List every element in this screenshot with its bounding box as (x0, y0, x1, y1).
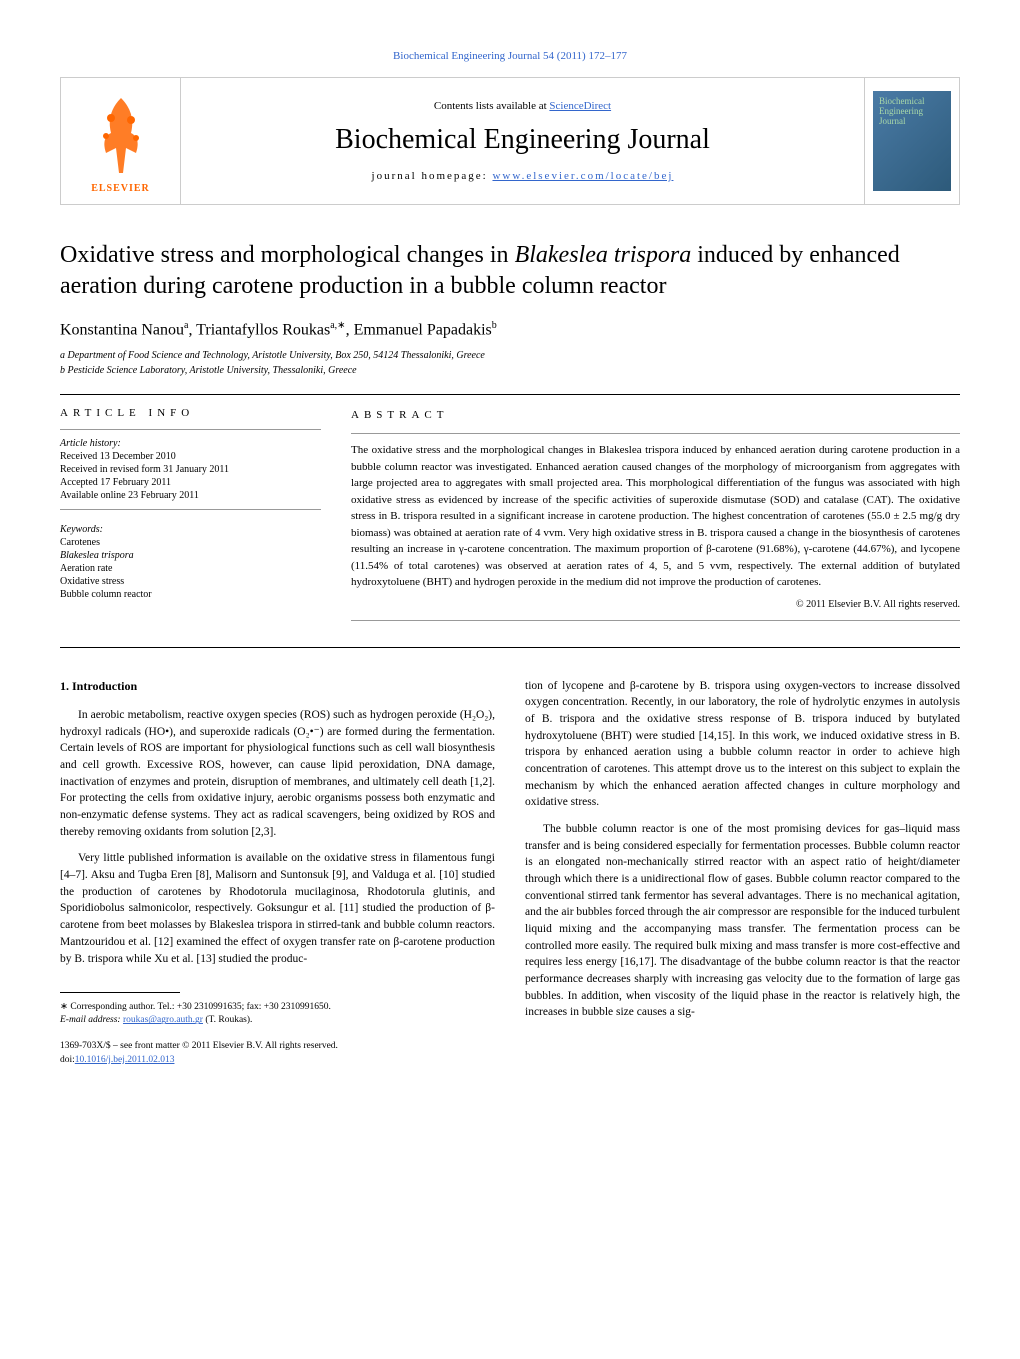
affiliation-b: b Pesticide Science Laboratory, Aristotl… (60, 365, 960, 376)
body-divider (60, 647, 960, 648)
para2: Very little published information is ava… (60, 850, 495, 967)
cover-block: Biochemical Engineering Journal (864, 78, 959, 204)
doi-line: doi:10.1016/j.bej.2011.02.013 (60, 1054, 495, 1068)
article-info-block: article info Article history: Received 1… (60, 407, 321, 629)
issn-line: 1369-703X/$ – see front matter © 2011 El… (60, 1040, 495, 1054)
author3-sup: b (492, 320, 497, 331)
divider (60, 394, 960, 395)
author2: Triantafyllos Roukas (196, 322, 330, 339)
homepage-link[interactable]: www.elsevier.com/locate/bej (492, 170, 673, 182)
elsevier-tree-icon (81, 88, 161, 178)
kw5: Bubble column reactor (60, 589, 321, 600)
abstract-divider (351, 433, 960, 434)
contents-line: Contents lists available at ScienceDirec… (434, 100, 611, 112)
contents-prefix: Contents lists available at (434, 100, 549, 112)
homepage-prefix: journal homepage: (372, 170, 493, 182)
kw2-text: Blakeslea trispora (60, 550, 134, 561)
revised-date: Received in revised form 31 January 2011 (60, 464, 321, 475)
title-part1: Oxidative stress and morphological chang… (60, 242, 515, 268)
abstract-heading: abstract (351, 407, 960, 424)
kw1: Carotenes (60, 537, 321, 548)
info-abstract-row: article info Article history: Received 1… (60, 407, 960, 629)
keywords-block: Keywords: Carotenes Blakeslea trispora A… (60, 524, 321, 600)
author2-sup: a,∗ (330, 320, 345, 331)
publisher-block: ELSEVIER (61, 78, 181, 204)
journal-cover-thumb: Biochemical Engineering Journal (873, 91, 951, 191)
kw2: Blakeslea trispora (60, 550, 321, 561)
author1-sup: a (184, 320, 188, 331)
corresponding-author: ∗ Corresponding author. Tel.: +30 231099… (60, 1001, 495, 1028)
info-heading: article info (60, 407, 321, 419)
publisher-name: ELSEVIER (91, 183, 150, 194)
para1: In aerobic metabolism, reactive oxygen s… (60, 707, 495, 840)
masthead: ELSEVIER Contents lists available at Sci… (60, 77, 960, 205)
abstract-block: abstract The oxidative stress and the mo… (351, 407, 960, 629)
article-page: Biochemical Engineering Journal 54 (2011… (0, 0, 1020, 1117)
title-species: Blakeslea trispora (515, 242, 692, 268)
author1: Konstantina Nanou (60, 322, 184, 339)
doi-prefix: doi: (60, 1055, 75, 1065)
history-label: Article history: (60, 438, 321, 449)
copyright-line: © 2011 Elsevier B.V. All rights reserved… (351, 597, 960, 612)
affiliation-a: a Department of Food Science and Technol… (60, 350, 960, 361)
right-column: tion of lycopene and β-carotene by B. tr… (525, 678, 960, 1068)
article-title: Oxidative stress and morphological chang… (60, 240, 960, 302)
kw3: Aeration rate (60, 563, 321, 574)
abstract-divider-bottom (351, 620, 960, 621)
keywords-label: Keywords: (60, 524, 321, 535)
abstract-text: The oxidative stress and the morphologic… (351, 442, 960, 591)
masthead-center: Contents lists available at ScienceDirec… (181, 78, 864, 204)
author3: Emmanuel Papadakis (354, 322, 492, 339)
section-heading: 1. Introduction (60, 678, 495, 695)
received-date: Received 13 December 2010 (60, 451, 321, 462)
doi-link[interactable]: 10.1016/j.bej.2011.02.013 (75, 1055, 175, 1065)
cover-line3: Journal (879, 117, 945, 127)
accepted-date: Accepted 17 February 2011 (60, 477, 321, 488)
left-column: 1. Introduction In aerobic metabolism, r… (60, 678, 495, 1068)
journal-title: Biochemical Engineering Journal (335, 124, 710, 156)
info-divider2 (60, 509, 321, 510)
kw4: Oxidative stress (60, 576, 321, 587)
corr-line: ∗ Corresponding author. Tel.: +30 231099… (60, 1001, 495, 1014)
homepage-line: journal homepage: www.elsevier.com/locat… (372, 170, 674, 182)
sciencedirect-link[interactable]: ScienceDirect (549, 100, 611, 112)
email-link[interactable]: roukas@agro.auth.gr (123, 1015, 203, 1025)
online-date: Available online 23 February 2011 (60, 490, 321, 501)
authors-line: Konstantina Nanoua, Triantafyllos Roukas… (60, 320, 960, 339)
email-suffix: (T. Roukas). (203, 1015, 252, 1025)
header-citation: Biochemical Engineering Journal 54 (2011… (60, 50, 960, 62)
info-divider (60, 429, 321, 430)
email-label: E-mail address: (60, 1015, 123, 1025)
para3: tion of lycopene and β-carotene by B. tr… (525, 678, 960, 811)
email-line: E-mail address: roukas@agro.auth.gr (T. … (60, 1014, 495, 1027)
para4: The bubble column reactor is one of the … (525, 821, 960, 1021)
footer-meta: 1369-703X/$ – see front matter © 2011 El… (60, 1040, 495, 1068)
footer-separator (60, 992, 180, 993)
body-columns: 1. Introduction In aerobic metabolism, r… (60, 678, 960, 1068)
